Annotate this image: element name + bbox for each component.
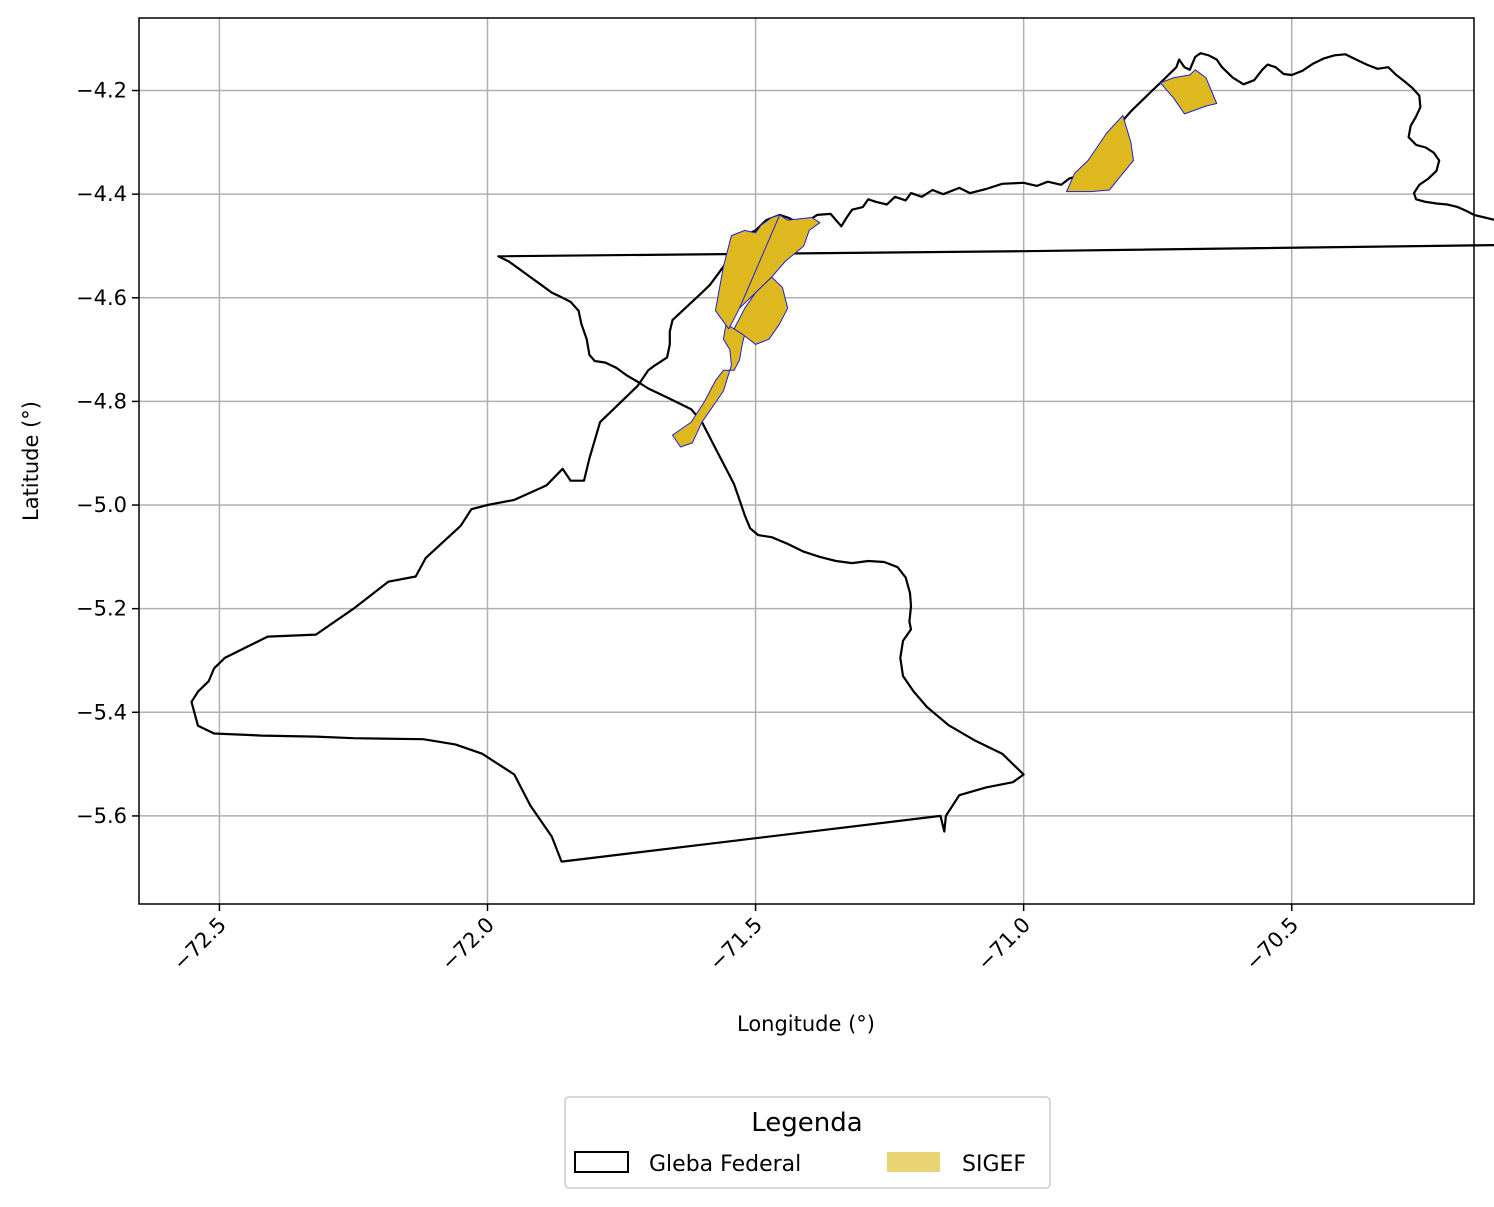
legend-label-sigef: SIGEF	[962, 1152, 1026, 1177]
sigef-parcel-5	[1159, 69, 1218, 115]
legend-title: Legenda	[751, 1108, 862, 1138]
legend: Legenda Gleba Federal SIGEF	[564, 1096, 1051, 1189]
y-tick-label-5: −5.2	[76, 597, 127, 621]
legend-swatch-sigef	[887, 1152, 940, 1172]
legend-swatch-gleba-federal	[574, 1151, 629, 1173]
gleba-federal-layer	[190, 52, 1494, 863]
gridlines	[139, 18, 1474, 904]
y-tick-label-3: −4.8	[76, 389, 127, 413]
sigef-layer	[672, 69, 1218, 448]
y-tick-label-7: −5.6	[76, 804, 127, 828]
gleba-federal-polygon	[190, 52, 1494, 863]
y-axis-ticks: −4.2 −4.4 −4.6 −4.8 −5.0 −5.2 −5.4 −5.6	[76, 79, 139, 828]
x-axis-title: Longitude (°)	[737, 1012, 875, 1036]
sigef-parcel-3	[733, 276, 789, 345]
y-tick-label-0: −4.2	[76, 79, 127, 103]
sigef-parcel-4	[1066, 114, 1134, 193]
y-axis-title: Latitude (°)	[19, 401, 43, 521]
y-tick-label-2: −4.6	[76, 286, 127, 310]
legend-label-gleba-federal: Gleba Federal	[649, 1152, 801, 1177]
y-tick-label-4: −5.0	[76, 493, 127, 517]
plot-frame	[138, 17, 1475, 905]
y-tick-label-6: −5.4	[76, 700, 127, 724]
y-tick-label-1: −4.4	[76, 182, 127, 206]
